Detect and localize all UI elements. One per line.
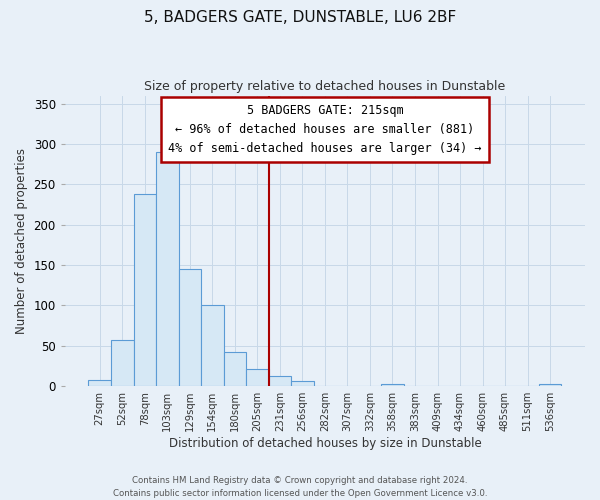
Bar (134, 194, 156, 386)
Bar (224, 352, 246, 386)
Bar (246, 370, 269, 386)
Bar (111, 340, 134, 386)
Bar (291, 382, 314, 386)
Bar (156, 152, 179, 386)
Bar (539, 384, 562, 386)
Bar (179, 269, 201, 386)
Bar (269, 376, 291, 386)
Bar (201, 304, 224, 386)
Text: Contains HM Land Registry data © Crown copyright and database right 2024.
Contai: Contains HM Land Registry data © Crown c… (113, 476, 487, 498)
Text: 5 BADGERS GATE: 215sqm
← 96% of detached houses are smaller (881)
4% of semi-det: 5 BADGERS GATE: 215sqm ← 96% of detached… (168, 104, 482, 156)
Text: 5, BADGERS GATE, DUNSTABLE, LU6 2BF: 5, BADGERS GATE, DUNSTABLE, LU6 2BF (144, 10, 456, 25)
X-axis label: Distribution of detached houses by size in Dunstable: Distribution of detached houses by size … (169, 437, 481, 450)
Bar (381, 384, 404, 386)
Y-axis label: Number of detached properties: Number of detached properties (15, 148, 28, 334)
Bar (88, 380, 111, 386)
Title: Size of property relative to detached houses in Dunstable: Size of property relative to detached ho… (144, 80, 506, 93)
